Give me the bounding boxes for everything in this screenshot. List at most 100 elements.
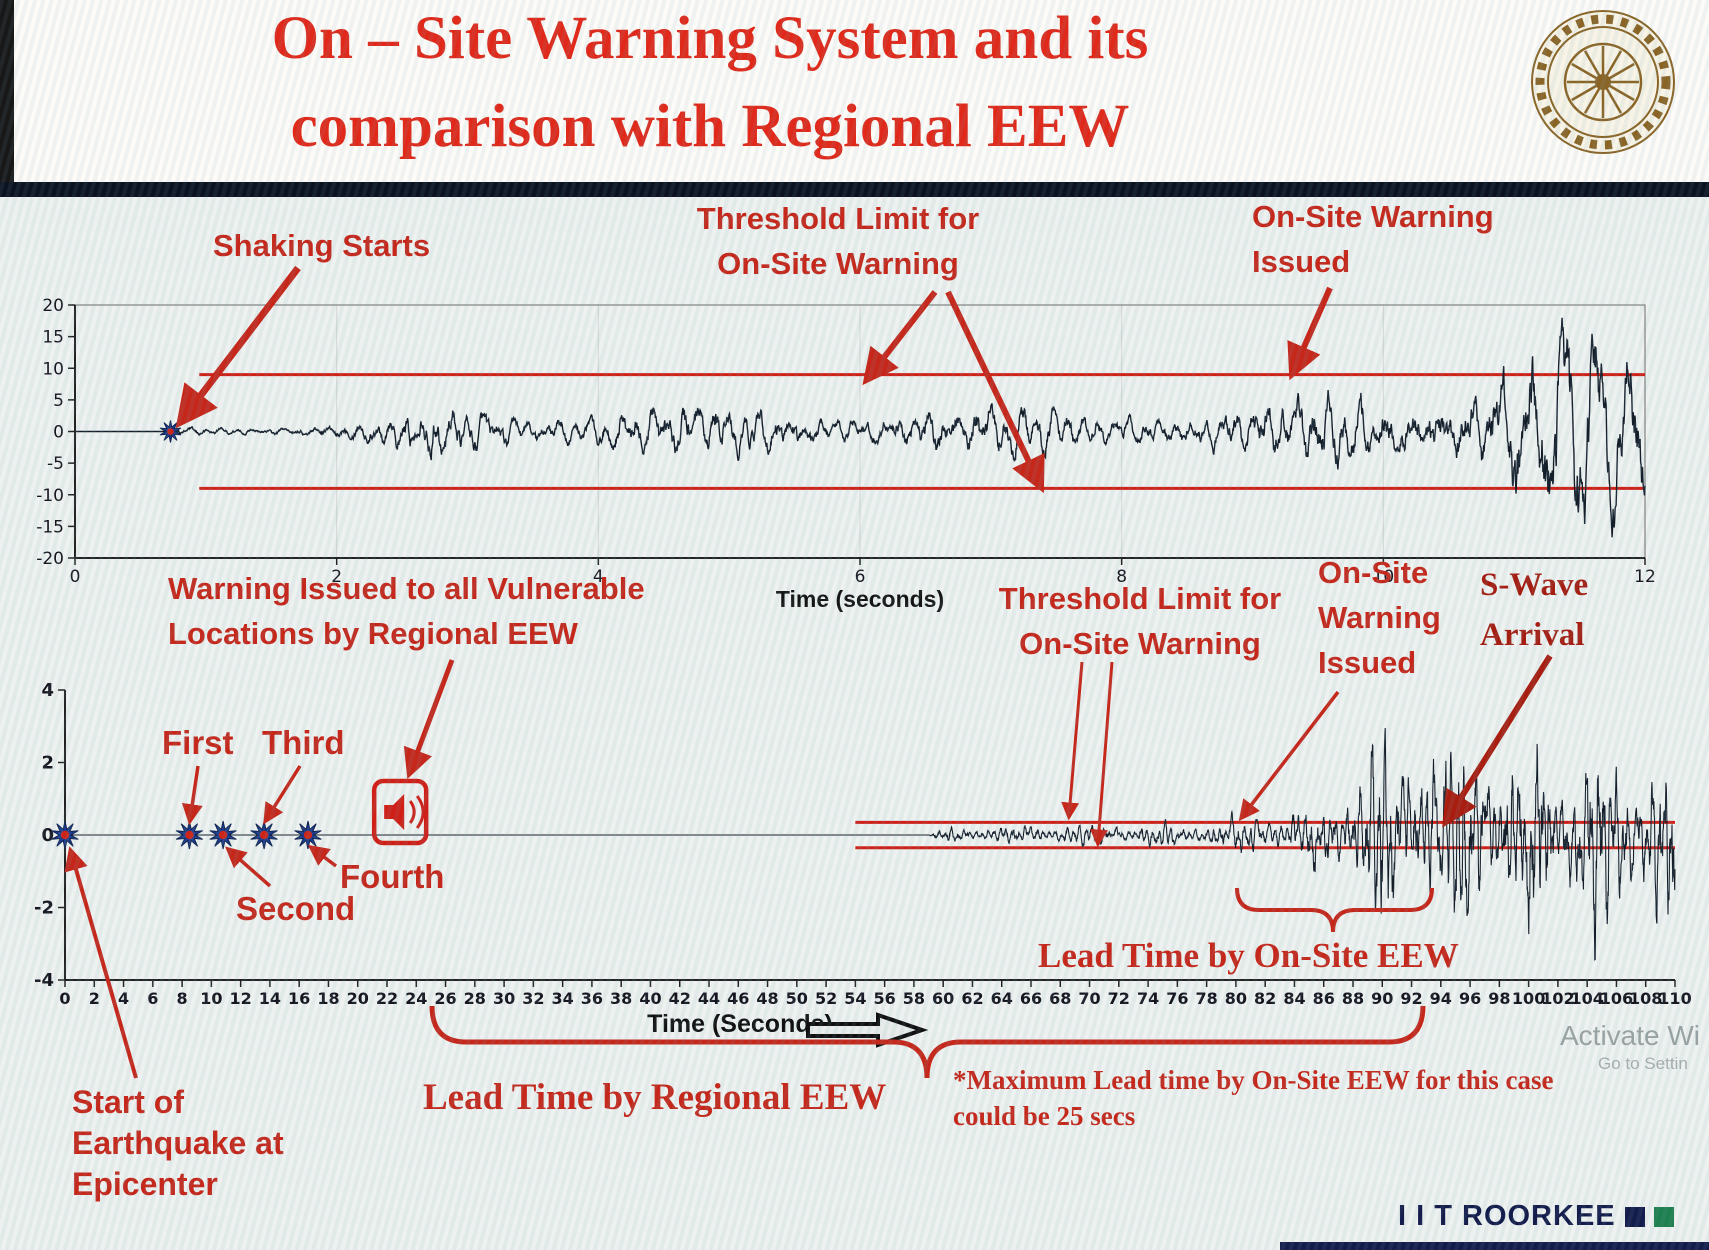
svg-text:26: 26 — [434, 989, 456, 1008]
svg-text:70: 70 — [1078, 989, 1100, 1008]
svg-text:50: 50 — [786, 989, 808, 1008]
svg-text:-5: -5 — [47, 454, 64, 474]
go-to-settings-watermark: Go to Settin — [1598, 1054, 1688, 1073]
activate-windows-watermark: Activate Wi — [1560, 1020, 1701, 1051]
third-detection-label: Third — [262, 724, 345, 761]
svg-text:10: 10 — [200, 989, 222, 1008]
top-chart-x-axis-label: Time (seconds) — [775, 586, 945, 612]
top-threshold-limit-line2: On-Site Warning — [717, 246, 959, 281]
svg-text:38: 38 — [610, 989, 632, 1008]
photo-edge — [0, 0, 14, 182]
svg-text:98: 98 — [1488, 989, 1510, 1008]
svg-text:40: 40 — [639, 989, 661, 1008]
max-lead-time-note: *Maximum Lead time by On-Site EEW for th… — [953, 1062, 1554, 1134]
svg-text:5: 5 — [53, 391, 64, 411]
svg-text:82: 82 — [1254, 989, 1276, 1008]
svg-text:-15: -15 — [36, 517, 64, 537]
svg-text:94: 94 — [1430, 989, 1452, 1008]
svg-text:78: 78 — [1196, 989, 1218, 1008]
slide-header: On – Site Warning System and its compari… — [0, 0, 1709, 182]
svg-text:42: 42 — [669, 989, 691, 1008]
regional-eew-warning-line2: Locations by Regional EEW — [168, 616, 578, 651]
svg-text:24: 24 — [405, 989, 427, 1008]
svg-text:-2: -2 — [34, 898, 54, 919]
svg-text:44: 44 — [698, 989, 720, 1008]
top-onsite-warning-line2: Issued — [1252, 244, 1351, 279]
bottom-onsite-warning-line2: Warning — [1318, 600, 1441, 635]
svg-text:74: 74 — [1137, 989, 1159, 1008]
svg-text:88: 88 — [1342, 989, 1364, 1008]
start-of-earthquake-line2: Earthquake at — [72, 1125, 284, 1161]
svg-text:20: 20 — [42, 296, 64, 316]
svg-text:-20: -20 — [36, 549, 64, 569]
s-wave-arrival-line1: S-Wave — [1480, 567, 1589, 603]
svg-text:6: 6 — [855, 567, 866, 587]
svg-text:4: 4 — [593, 567, 604, 587]
s-wave-arrival-line2: Arrival — [1480, 617, 1585, 653]
svg-text:52: 52 — [815, 989, 837, 1008]
svg-text:56: 56 — [874, 989, 896, 1008]
svg-text:0: 0 — [53, 423, 64, 443]
svg-text:102: 102 — [1541, 989, 1574, 1008]
iit-roorkee-logo-icon — [1531, 10, 1675, 154]
regional-eew-alert-icon — [371, 778, 429, 846]
fourth-detection-label: Fourth — [340, 858, 445, 895]
svg-text:68: 68 — [1049, 989, 1071, 1008]
top-onsite-warning-issued-label: On-Site Warning Issued — [1252, 194, 1494, 284]
svg-text:16: 16 — [288, 989, 310, 1008]
max-lead-time-note-line1: *Maximum Lead time by On-Site EEW for th… — [953, 1065, 1554, 1095]
bottom-onsite-warning-line1: On-Site — [1318, 555, 1429, 590]
brand-navy-square-icon — [1624, 1207, 1645, 1228]
svg-text:-4: -4 — [34, 970, 54, 991]
s-wave-arrival-label: S-Wave Arrival — [1480, 560, 1588, 660]
svg-text:106: 106 — [1600, 989, 1633, 1008]
top-threshold-limit-label: Threshold Limit for On-Site Warning — [688, 196, 988, 286]
iit-roorkee-brand-text: I I T ROORKEE — [1398, 1200, 1616, 1232]
svg-text:62: 62 — [961, 989, 983, 1008]
svg-text:12: 12 — [1634, 567, 1656, 587]
svg-text:0: 0 — [41, 825, 54, 846]
svg-text:6: 6 — [147, 989, 158, 1008]
start-of-earthquake-line1: Start of — [72, 1084, 184, 1120]
bottom-seismogram-chart: 0 2 4 6 8 10 12 14 16 18 20 22 24 26 28 30 32 34 36 38 40 42 4… — [34, 680, 1692, 1008]
svg-text:2: 2 — [41, 753, 54, 774]
svg-text:20: 20 — [347, 989, 369, 1008]
svg-text:36: 36 — [581, 989, 603, 1008]
svg-text:0: 0 — [59, 989, 70, 1008]
svg-text:12: 12 — [230, 989, 252, 1008]
svg-text:4: 4 — [41, 680, 54, 701]
svg-text:54: 54 — [844, 989, 866, 1008]
top-onsite-warning-line1: On-Site Warning — [1252, 199, 1494, 234]
svg-text:4: 4 — [118, 989, 129, 1008]
svg-text:28: 28 — [464, 989, 486, 1008]
svg-text:60: 60 — [932, 989, 954, 1008]
slide-title-line1: On – Site Warning System and its — [271, 5, 1149, 72]
bottom-threshold-limit-line2: On-Site Warning — [1019, 626, 1261, 661]
second-detection-label: Second — [236, 890, 356, 927]
svg-text:72: 72 — [1108, 989, 1130, 1008]
top-threshold-limit-line1: Threshold Limit for — [696, 201, 980, 236]
seismogram-waveform — [75, 317, 1646, 538]
svg-text:8: 8 — [177, 989, 188, 1008]
svg-text:15: 15 — [42, 328, 64, 348]
svg-text:2: 2 — [331, 567, 342, 587]
svg-text:84: 84 — [1283, 989, 1305, 1008]
bottom-threshold-limit-label: Threshold Limit for On-Site Warning — [985, 576, 1295, 666]
svg-text:-10: -10 — [36, 486, 64, 506]
first-detection-label: First — [162, 724, 234, 761]
top-seismogram-chart: 0 2 4 6 8 10 12 -20 -15 -10 -5 0 5 10 15 20 — [36, 296, 1656, 587]
svg-text:92: 92 — [1400, 989, 1422, 1008]
svg-text:22: 22 — [376, 989, 398, 1008]
bottom-navy-bar — [1280, 1242, 1709, 1250]
svg-text:86: 86 — [1313, 989, 1335, 1008]
bottom-onsite-warning-issued-label: On-Site Warning Issued — [1318, 550, 1441, 685]
svg-text:30: 30 — [493, 989, 515, 1008]
svg-text:100: 100 — [1512, 989, 1545, 1008]
svg-text:46: 46 — [727, 989, 749, 1008]
lead-time-onsite-label: Lead Time by On-Site EEW — [1038, 936, 1459, 975]
regional-eew-warning-line1: Warning Issued to all Vulnerable — [168, 571, 645, 606]
divider-bar — [0, 182, 1709, 197]
svg-text:34: 34 — [552, 989, 574, 1008]
lead-time-regional-label: Lead Time by Regional EEW — [423, 1077, 887, 1118]
